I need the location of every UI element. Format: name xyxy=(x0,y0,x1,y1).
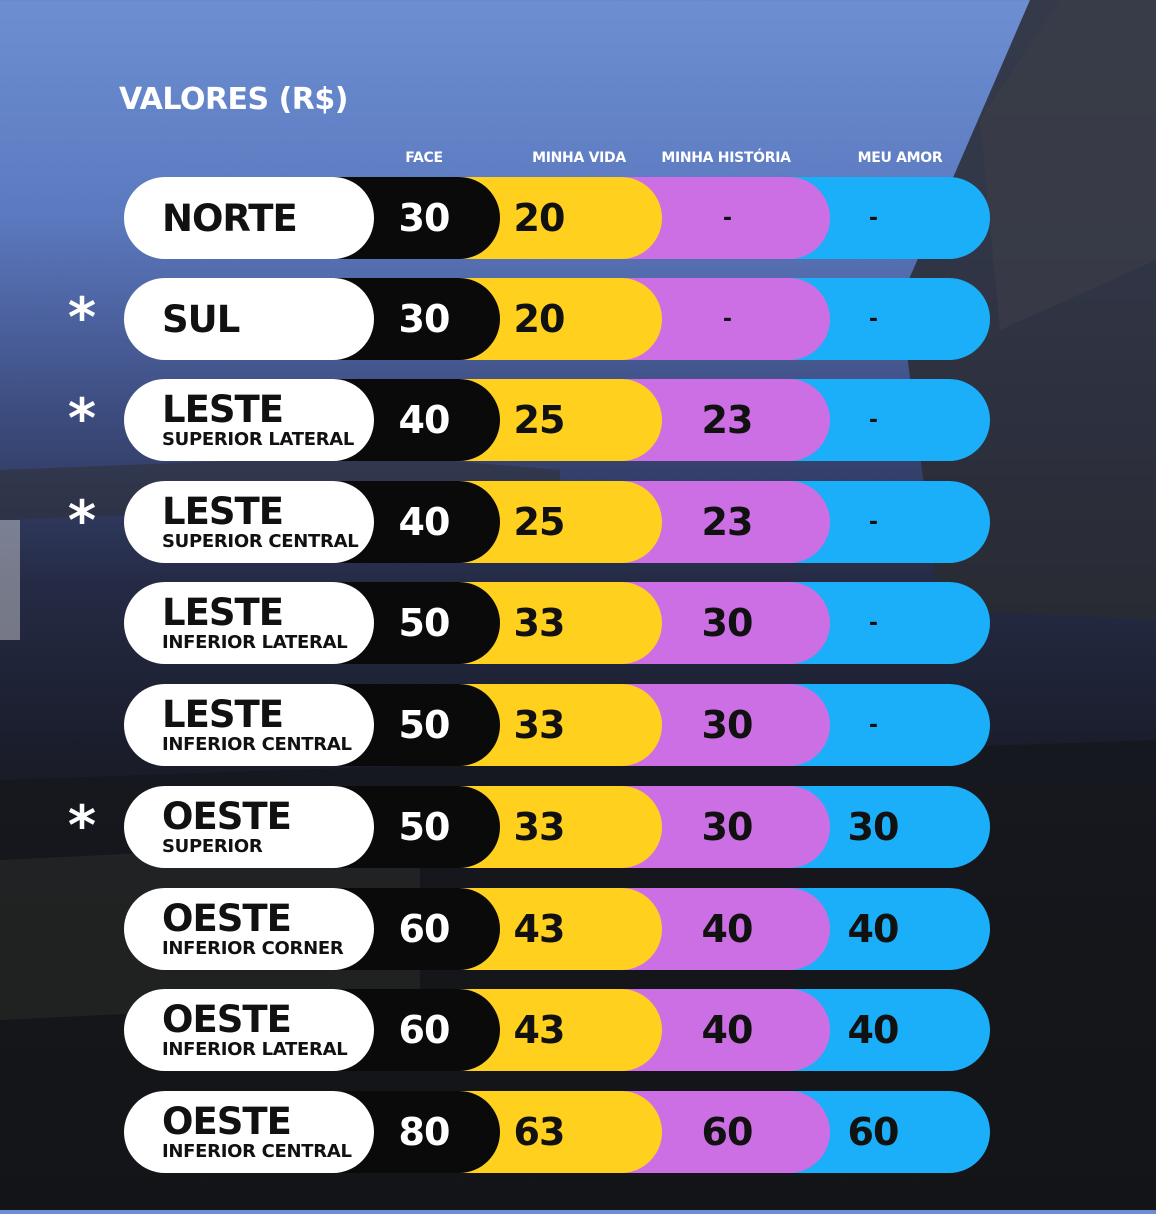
face-value: 50 xyxy=(398,805,451,849)
meu-amor-value: - xyxy=(868,205,878,231)
minha-historia-value: 30 xyxy=(701,805,754,849)
page-title: VALORES (R$) xyxy=(119,82,349,117)
minha-historia-value: 23 xyxy=(701,398,754,442)
minha-vida-value: 20 xyxy=(513,196,566,240)
minha-vida-value: 43 xyxy=(513,907,566,951)
minha-historia-value: 40 xyxy=(701,907,754,951)
minha-historia-value: - xyxy=(722,205,732,231)
price-row: - 30 33 50 LESTE INFERIOR LATERAL xyxy=(124,582,990,664)
face-value: 80 xyxy=(398,1110,451,1154)
asterisk-marker: * xyxy=(67,387,97,450)
column-header-face: FACE xyxy=(405,150,443,166)
sector-subname: INFERIOR LATERAL xyxy=(162,632,348,653)
sector-cell: SUL xyxy=(124,278,374,360)
column-header-minha-vida: MINHA VIDA xyxy=(532,150,626,166)
sector-subname: INFERIOR CENTRAL xyxy=(162,734,352,755)
price-row: * - 23 25 40 LESTE SUPERIOR CENTRAL xyxy=(68,481,990,563)
minha-vida-value: 33 xyxy=(513,703,566,747)
minha-historia-value: - xyxy=(722,306,732,332)
sector-cell: OESTE INFERIOR CORNER xyxy=(124,888,374,970)
sector-subname: INFERIOR CORNER xyxy=(162,938,344,959)
face-value: 30 xyxy=(398,196,451,240)
price-row: * 30 30 33 50 OESTE SUPERIOR xyxy=(68,786,990,868)
sector-subname: SUPERIOR LATERAL xyxy=(162,429,355,450)
sector-cell: NORTE xyxy=(124,177,374,259)
meu-amor-value: 40 xyxy=(847,1008,900,1052)
sector-name: LESTE xyxy=(162,591,284,634)
price-row: - 30 33 50 LESTE INFERIOR CENTRAL xyxy=(124,684,990,766)
sector-name: SUL xyxy=(162,297,240,341)
minha-vida-value: 25 xyxy=(513,398,566,442)
price-row: 60 60 63 80 OESTE INFERIOR CENTRAL xyxy=(124,1091,990,1173)
minha-vida-value: 33 xyxy=(513,601,566,645)
face-value: 60 xyxy=(398,1008,451,1052)
minha-historia-value: 30 xyxy=(701,601,754,645)
sector-subname: INFERIOR LATERAL xyxy=(162,1039,348,1060)
price-row: 40 40 43 60 OESTE INFERIOR LATERAL xyxy=(124,989,990,1071)
minha-historia-value: 23 xyxy=(701,500,754,544)
meu-amor-value: 30 xyxy=(847,805,900,849)
meu-amor-value: 40 xyxy=(847,907,900,951)
column-header-meu-amor: MEU AMOR xyxy=(857,150,943,166)
price-row: * - - 20 30 SUL xyxy=(68,278,990,360)
sector-subname: SUPERIOR CENTRAL xyxy=(162,531,359,552)
meu-amor-value: - xyxy=(868,306,878,332)
sector-name: LESTE xyxy=(162,388,284,431)
sector-cell: LESTE INFERIOR CENTRAL xyxy=(124,684,374,766)
minha-vida-value: 25 xyxy=(513,500,566,544)
sector-subname: INFERIOR CENTRAL xyxy=(162,1141,352,1162)
minha-vida-value: 33 xyxy=(513,805,566,849)
sector-name: OESTE xyxy=(162,795,292,838)
asterisk-marker: * xyxy=(67,286,97,349)
sector-subname: SUPERIOR xyxy=(162,836,263,857)
minha-vida-value: 20 xyxy=(513,297,566,341)
face-value: 50 xyxy=(398,703,451,747)
price-row: * - 23 25 40 LESTE SUPERIOR LATERAL xyxy=(68,379,990,461)
face-value: 60 xyxy=(398,907,451,951)
sector-name: OESTE xyxy=(162,1100,292,1143)
face-value: 50 xyxy=(398,601,451,645)
minha-historia-value: 40 xyxy=(701,1008,754,1052)
sector-cell: OESTE INFERIOR LATERAL xyxy=(124,989,374,1071)
sector-name: OESTE xyxy=(162,897,292,940)
sector-cell: OESTE INFERIOR CENTRAL xyxy=(124,1091,374,1173)
sector-cell: LESTE SUPERIOR LATERAL xyxy=(124,379,374,461)
sector-cell: LESTE SUPERIOR CENTRAL xyxy=(124,481,374,563)
asterisk-marker: * xyxy=(67,489,97,552)
price-row: - - 20 30 NORTE xyxy=(124,177,990,259)
price-row: 40 40 43 60 OESTE INFERIOR CORNER xyxy=(124,888,990,970)
sector-name: OESTE xyxy=(162,998,292,1041)
minha-historia-value: 60 xyxy=(701,1110,754,1154)
meu-amor-value: - xyxy=(868,407,878,433)
meu-amor-value: 60 xyxy=(847,1110,900,1154)
meu-amor-value: - xyxy=(868,610,878,636)
sector-name: NORTE xyxy=(162,196,298,240)
sector-cell: LESTE INFERIOR LATERAL xyxy=(124,582,374,664)
minha-vida-value: 63 xyxy=(513,1110,566,1154)
minha-vida-value: 43 xyxy=(513,1008,566,1052)
face-value: 30 xyxy=(398,297,451,341)
sector-name: LESTE xyxy=(162,490,284,533)
face-value: 40 xyxy=(398,398,451,442)
sector-cell: OESTE SUPERIOR xyxy=(124,786,374,868)
column-header-minha-historia: MINHA HISTÓRIA xyxy=(661,150,791,166)
minha-historia-value: 30 xyxy=(701,703,754,747)
face-value: 40 xyxy=(398,500,451,544)
meu-amor-value: - xyxy=(868,509,878,535)
meu-amor-value: - xyxy=(868,712,878,738)
sector-name: LESTE xyxy=(162,693,284,736)
asterisk-marker: * xyxy=(67,794,97,857)
